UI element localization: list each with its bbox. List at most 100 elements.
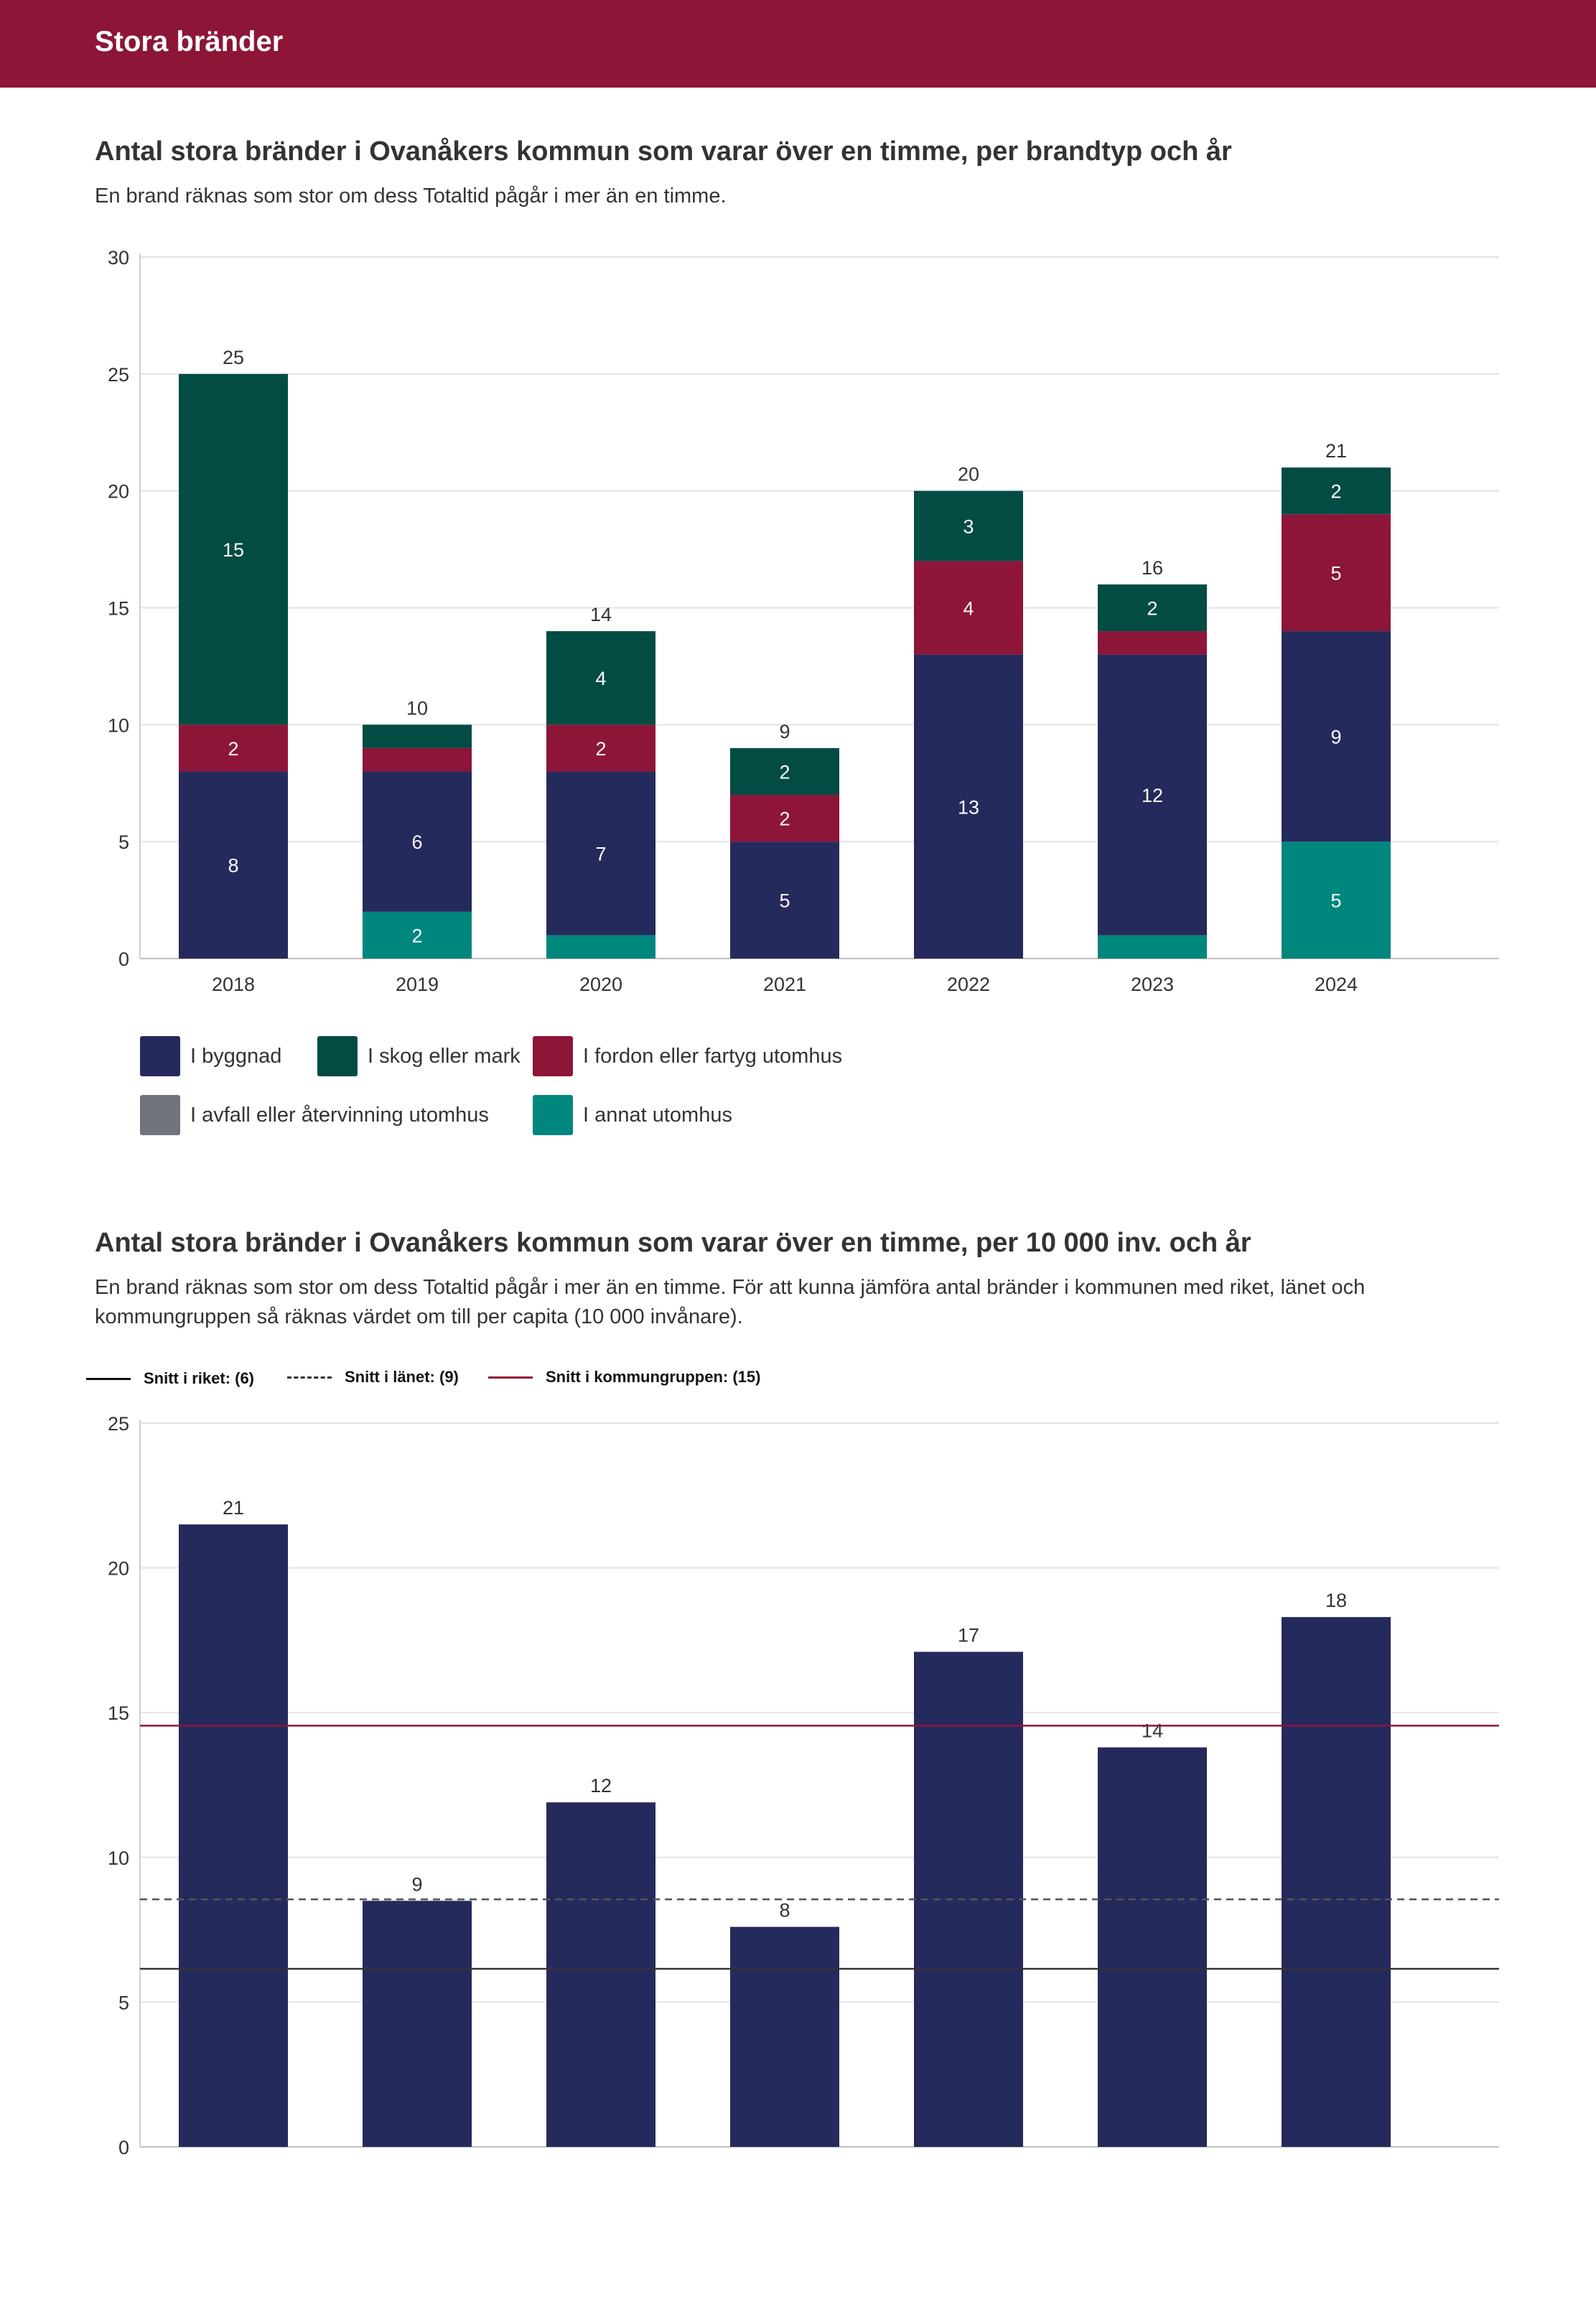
bar-value-label: 8	[779, 1900, 790, 1921]
x-tick-label: 2020	[579, 974, 622, 995]
legend-item-avfall: I avfall eller återvinning utomhus	[140, 1095, 489, 1135]
bar-segment-value-label: 4	[595, 668, 606, 689]
legend-swatch-byggnad	[140, 1036, 180, 1076]
chart2-title: Antal stora bränder i Ovanåkers kommun s…	[95, 1228, 1251, 1258]
bar-segment-value-label: 7	[595, 843, 606, 864]
y-tick-label: 5	[118, 1992, 129, 2013]
y-tick-label: 15	[108, 598, 129, 620]
y-tick-label: 5	[118, 831, 129, 853]
bar-segment-skog	[1282, 467, 1391, 515]
bar-segment-fordon	[914, 561, 1023, 655]
bar-segment-value-label: 8	[228, 855, 238, 877]
bar-segment-value-label: 2	[779, 808, 790, 830]
legend-item-fordon: I fordon eller fartyg utomhus	[533, 1036, 842, 1076]
y-tick-label: 0	[118, 949, 129, 970]
bar-segment-value-label: 2	[1147, 598, 1157, 620]
bar	[914, 1651, 1023, 2147]
bar-segment-skog	[179, 373, 288, 725]
legend-label-byggnad: I byggnad	[190, 1044, 282, 1068]
bar	[1282, 1617, 1391, 2147]
bar-segment-value-label: 3	[963, 516, 974, 538]
legend-label-avfall: I avfall eller återvinning utomhus	[190, 1103, 489, 1127]
bar-segment-skog	[914, 490, 1023, 561]
y-tick-label: 10	[108, 1847, 129, 1869]
ref-legend-kommungrupp-label: Snitt i kommungruppen: (15)	[546, 1368, 761, 1386]
x-tick-label: 2022	[947, 974, 990, 995]
bar-segment-byggnad	[179, 771, 288, 959]
bar-total-label: 9	[779, 721, 790, 742]
ref-legend-kommungrupp: Snitt i kommungruppen: (15)	[488, 1368, 760, 1386]
bar	[1098, 1747, 1207, 2147]
bar-segment-skog	[730, 747, 839, 796]
bar-segment-skog	[546, 631, 655, 725]
bar-segment-annat	[546, 935, 655, 959]
legend-swatch-annat	[533, 1095, 573, 1135]
legend-item-skog: I skog eller mark	[317, 1036, 521, 1076]
bar-segment-fordon	[730, 795, 839, 842]
legend-item-byggnad: I byggnad	[140, 1036, 281, 1076]
legend-item-annat: I annat utomhus	[533, 1095, 732, 1135]
bar-segment-value-label: 2	[595, 738, 606, 760]
per-capita-bar-chart: 0510152025212018920191220208202117202214…	[108, 1413, 1499, 2158]
bar-segment-byggnad	[1098, 654, 1207, 936]
bar-segment-skog	[1098, 584, 1207, 632]
bar-total-label: 14	[590, 604, 612, 625]
y-tick-label: 25	[108, 364, 129, 386]
legend-label-fordon: I fordon eller fartyg utomhus	[583, 1044, 843, 1068]
page-title: Stora bränder	[95, 26, 284, 57]
bar-segment-value-label: 2	[1330, 481, 1341, 503]
y-tick-label: 10	[108, 714, 129, 736]
x-tick-label: 2019	[396, 974, 439, 995]
chart2-subtitle: En brand räknas som stor om dess Totalti…	[95, 1276, 1366, 1328]
y-tick-label: 20	[108, 1558, 129, 1580]
bar	[546, 1802, 655, 2147]
bar-value-label: 21	[223, 1497, 244, 1519]
bar-segment-annat	[1282, 842, 1391, 959]
bar-value-label: 14	[1142, 1720, 1163, 1742]
bar-segment-value-label: 5	[1330, 563, 1341, 584]
bar-segment-annat	[363, 911, 472, 959]
bar-value-label: 17	[958, 1625, 979, 1646]
stacked-bar-chart: 0510152025308215252018261020197241420205…	[108, 247, 1499, 995]
bar-segment-annat	[1098, 935, 1207, 959]
legend-label-annat: I annat utomhus	[583, 1103, 732, 1127]
legend-swatch-avfall	[140, 1095, 180, 1135]
bar-segment-value-label: 15	[223, 539, 244, 561]
x-tick-label: 2021	[763, 974, 806, 995]
bar-segment-fordon	[546, 724, 655, 772]
ref-legend-riket: Snitt i riket: (6)	[86, 1369, 254, 1388]
bar-segment-byggnad	[914, 654, 1023, 959]
bar-total-label: 21	[1325, 440, 1347, 462]
bar-segment-fordon	[1282, 514, 1391, 632]
bar-segment-fordon	[179, 724, 288, 772]
bar-segment-skog	[363, 724, 472, 748]
x-tick-label: 2018	[212, 974, 255, 995]
ref-legend-lanet: Snitt i länet: (9)	[287, 1368, 459, 1386]
ref-legend-riket-label: Snitt i riket: (6)	[144, 1369, 255, 1387]
bar-value-label: 12	[590, 1775, 612, 1796]
bar-segment-value-label: 6	[411, 831, 422, 853]
legend-swatch-skog	[317, 1036, 358, 1076]
bar-segment-fordon	[363, 747, 472, 772]
bar-segment-value-label: 9	[1330, 727, 1341, 748]
y-tick-label: 15	[108, 1702, 129, 1724]
x-tick-label: 2023	[1131, 974, 1174, 995]
bar	[179, 1524, 288, 2147]
bar-segment-byggnad	[730, 842, 839, 959]
header-bar: Stora bränder	[0, 0, 1596, 88]
bar-segment-value-label: 13	[958, 796, 979, 818]
ref-line-kommungrupp-swatch	[488, 1376, 533, 1379]
bar-total-label: 16	[1142, 557, 1163, 579]
y-tick-label: 30	[108, 247, 129, 269]
ref-line-lanet-swatch	[287, 1376, 332, 1379]
bar-segment-value-label: 12	[1142, 785, 1163, 806]
bar-segment-value-label: 4	[963, 598, 974, 620]
bar-segment-byggnad	[1282, 631, 1391, 842]
bar-segment-value-label: 2	[779, 761, 790, 783]
bar-segment-value-label: 2	[228, 738, 238, 760]
x-tick-label: 2024	[1315, 974, 1358, 995]
y-tick-label: 0	[118, 2137, 129, 2158]
legend-label-skog: I skog eller mark	[368, 1044, 521, 1068]
bar-total-label: 10	[406, 697, 428, 719]
y-tick-label: 20	[108, 481, 129, 503]
